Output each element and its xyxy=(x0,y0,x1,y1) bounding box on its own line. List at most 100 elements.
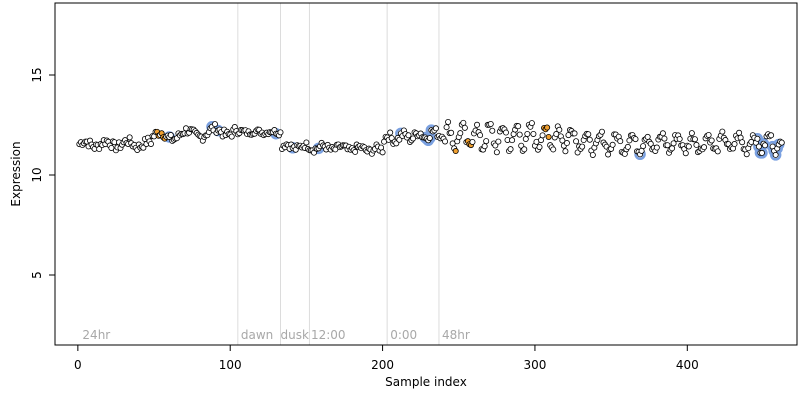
data-point xyxy=(659,130,666,137)
data-point xyxy=(483,138,490,145)
data-point xyxy=(563,140,570,147)
data-point xyxy=(579,143,586,150)
data-point xyxy=(762,142,769,149)
data-point xyxy=(507,146,514,153)
data-point xyxy=(758,149,765,156)
data-point xyxy=(516,131,523,138)
data-point xyxy=(460,119,467,126)
data-point xyxy=(772,151,779,158)
data-point xyxy=(536,144,543,151)
region-label: 0:00 xyxy=(390,328,417,342)
data-point xyxy=(544,124,551,131)
data-point xyxy=(477,132,484,139)
x-tick-label: 200 xyxy=(371,358,394,372)
x-tick-label: 300 xyxy=(523,358,546,372)
data-point xyxy=(719,128,726,135)
data-point xyxy=(562,148,569,155)
data-point xyxy=(624,143,631,150)
data-point xyxy=(556,126,563,133)
y-axis: 5 10 15 xyxy=(30,67,55,279)
region-label: 24hr xyxy=(82,328,110,342)
data-point xyxy=(701,144,708,151)
data-point xyxy=(167,132,174,139)
data-point xyxy=(647,140,654,147)
data-point xyxy=(487,120,494,127)
data-point xyxy=(448,129,455,136)
data-point xyxy=(461,124,468,131)
data-point xyxy=(714,148,721,155)
data-point xyxy=(688,130,695,137)
data-point xyxy=(640,143,647,150)
data-point xyxy=(452,148,459,155)
data-point xyxy=(108,144,115,151)
data-point xyxy=(387,129,394,136)
data-point xyxy=(481,143,488,150)
data-point xyxy=(211,121,218,128)
data-point xyxy=(140,144,147,151)
data-point xyxy=(445,118,452,125)
data-point xyxy=(755,143,762,150)
data-point xyxy=(502,129,509,136)
data-point xyxy=(691,136,698,143)
data-point xyxy=(469,138,476,145)
data-point xyxy=(739,139,746,146)
data-point xyxy=(693,141,700,148)
data-point xyxy=(492,142,499,149)
data-point xyxy=(515,123,522,130)
data-point xyxy=(147,140,154,147)
x-tick-label: 0 xyxy=(74,358,82,372)
data-point xyxy=(303,139,310,146)
data-point xyxy=(539,132,546,139)
data-point xyxy=(443,124,450,131)
data-point xyxy=(550,146,557,153)
data-point xyxy=(682,150,689,157)
data-point xyxy=(571,130,578,137)
data-point xyxy=(489,127,496,134)
region-labels: 24hr dawn dusk 12:00 0:00 48hr xyxy=(82,328,469,342)
data-point xyxy=(598,128,605,135)
data-point xyxy=(778,139,785,146)
data-point xyxy=(731,141,738,148)
data-point xyxy=(442,138,449,145)
data-point xyxy=(528,120,535,127)
data-point xyxy=(609,141,616,148)
data-point xyxy=(405,132,412,139)
data-point xyxy=(396,136,403,143)
data-point xyxy=(585,131,592,138)
plot-border xyxy=(54,2,798,346)
data-points xyxy=(76,118,785,161)
y-tick-label: 15 xyxy=(30,67,44,82)
data-point xyxy=(653,144,660,151)
data-point xyxy=(708,137,715,144)
data-point xyxy=(521,146,528,153)
data-point xyxy=(559,137,566,144)
region-label: dusk xyxy=(280,328,308,342)
data-point xyxy=(589,151,596,158)
data-point xyxy=(661,135,668,142)
data-point xyxy=(754,135,761,142)
region-label: dawn xyxy=(241,328,273,342)
y-tick-label: 5 xyxy=(30,271,44,279)
data-point xyxy=(530,130,537,137)
data-point xyxy=(277,129,284,136)
data-point xyxy=(617,138,624,145)
data-point xyxy=(669,145,676,152)
data-point xyxy=(379,149,386,156)
data-point xyxy=(553,131,560,138)
data-point xyxy=(426,135,433,142)
data-point xyxy=(545,133,552,140)
y-axis-label: Expression xyxy=(9,141,23,206)
data-point xyxy=(644,133,651,140)
data-point xyxy=(685,143,692,150)
data-point xyxy=(670,140,677,147)
data-point xyxy=(768,132,775,139)
region-label: 48hr xyxy=(442,328,470,342)
data-point xyxy=(495,138,502,145)
data-point xyxy=(736,129,743,136)
region-label: 12:00 xyxy=(311,328,346,342)
data-point xyxy=(573,138,580,145)
x-tick-label: 400 xyxy=(676,358,699,372)
region-guide-lines xyxy=(237,3,440,345)
data-point xyxy=(228,133,235,140)
